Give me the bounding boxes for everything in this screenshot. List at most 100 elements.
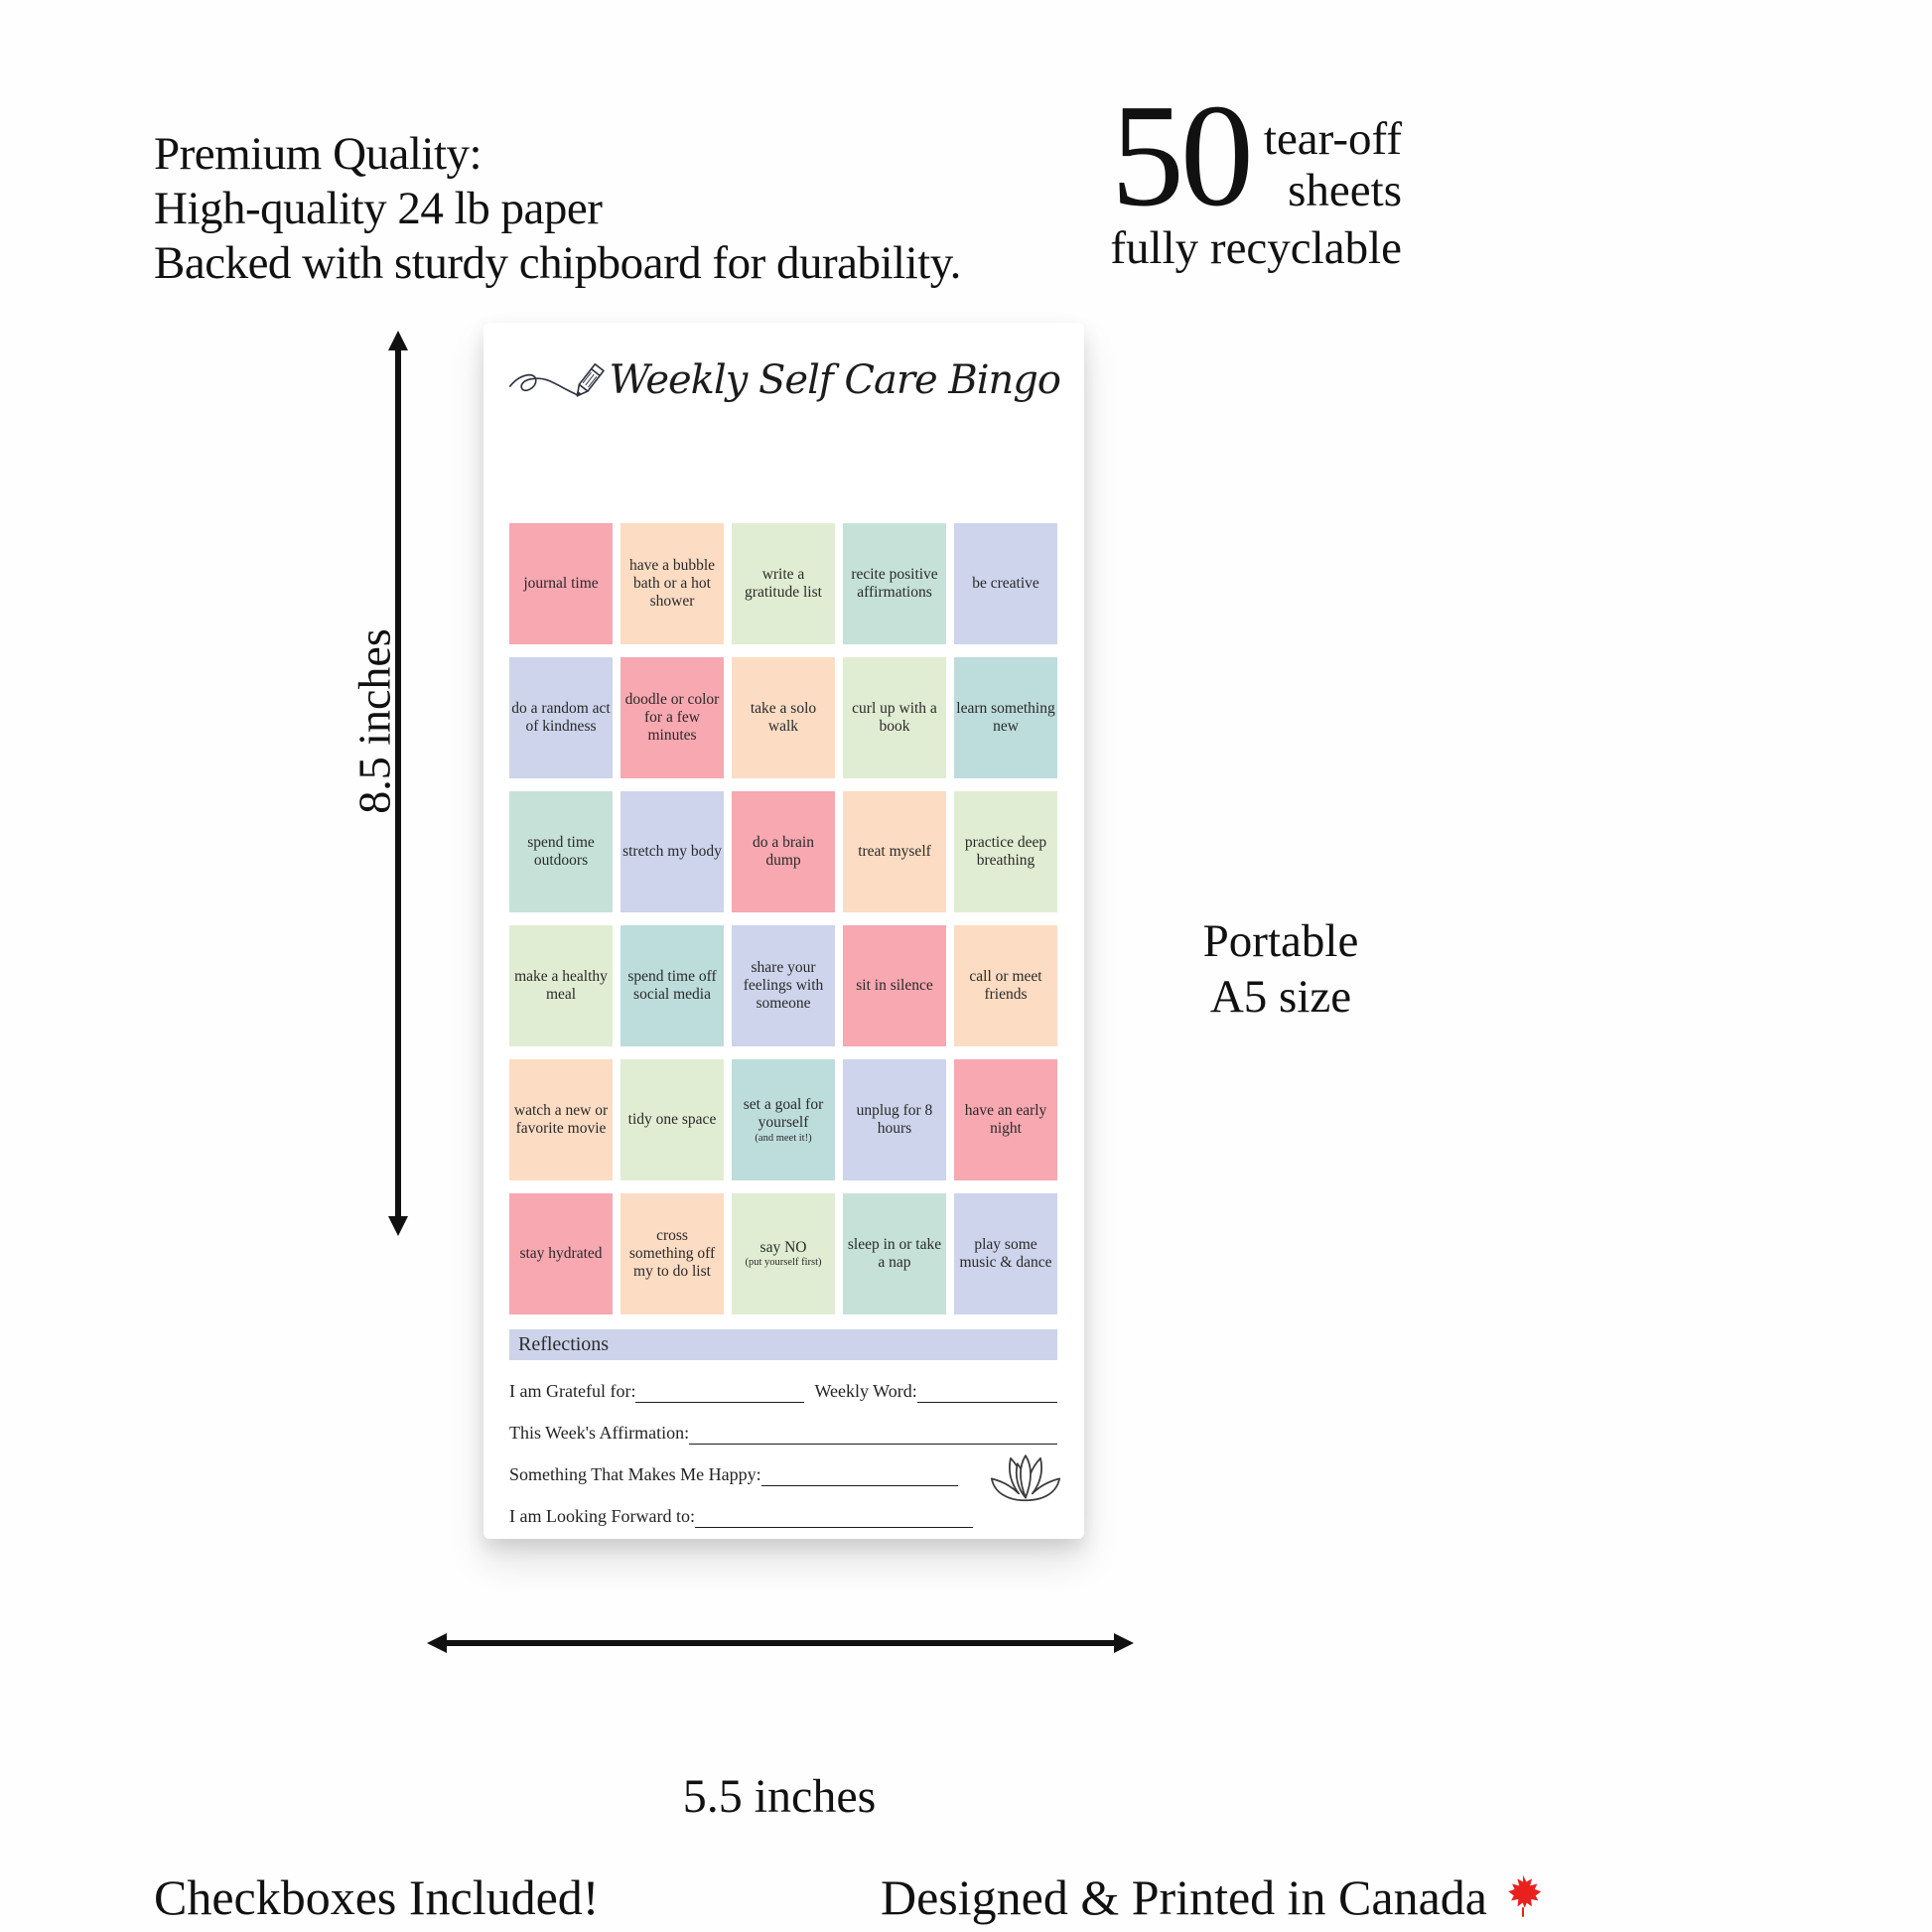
portable-line-1: Portable: [1202, 915, 1359, 967]
bingo-cell-label: sleep in or take a nap: [847, 1235, 942, 1271]
grateful-writing-line: [635, 1378, 805, 1403]
bingo-cell: sleep in or take a nap: [843, 1193, 946, 1314]
bingo-cell-label: be creative: [972, 574, 1039, 592]
vertical-dimension-arrow: [385, 331, 411, 1236]
happy-label: Something That Makes Me Happy:: [509, 1464, 761, 1484]
sheet-count: 50: [1110, 74, 1254, 237]
weekly-word-label: Weekly Word:: [814, 1381, 917, 1401]
bingo-cell-label: have an early night: [964, 1101, 1047, 1137]
bingo-cell-label: journal time: [523, 574, 599, 592]
grateful-label: I am Grateful for:: [509, 1381, 636, 1401]
weekly-word-writing-line: [916, 1378, 1057, 1403]
bingo-cell-label: write a gratitude list: [745, 565, 822, 601]
reflections-header-bar: Reflections: [509, 1329, 1057, 1360]
bingo-cell-label: make a healthy meal: [514, 967, 608, 1003]
bingo-cell: have a bubble bath or a hot shower: [621, 523, 724, 644]
premium-quality-text: Premium Quality: High-quality 24 lb pape…: [154, 127, 961, 291]
bingo-cell: play some music & dance: [954, 1193, 1057, 1314]
bingo-cell-label: recite positive affirmations: [851, 565, 938, 601]
bingo-cell-sub: (put yourself first): [745, 1257, 822, 1269]
bingo-cell: unplug for 8 hours: [843, 1059, 946, 1180]
bingo-cell: take a solo walk: [732, 657, 835, 778]
premium-line-2: High-quality 24 lb paper: [154, 183, 603, 234]
bingo-cell: make a healthy meal: [509, 925, 613, 1046]
bingo-cell: journal time: [509, 523, 613, 644]
height-dimension-label: 8.5 inches: [348, 628, 400, 814]
bingo-cell: do a brain dump: [732, 791, 835, 912]
made-in-canada-text: Designed & Printed in Canada: [881, 1869, 1487, 1925]
happy-writing-line: [760, 1461, 958, 1486]
bingo-cell: sit in silence: [843, 925, 946, 1046]
bingo-cell-label: stretch my body: [622, 842, 722, 860]
bingo-cell-label: play some music & dance: [959, 1235, 1052, 1271]
bingo-cell-label: doodle or color for a few minutes: [624, 690, 720, 745]
reflection-line-forward: I am Looking Forward to:: [509, 1486, 1057, 1528]
tear-off-label: tear-off: [1263, 113, 1402, 165]
bingo-cell: say NO (put yourself first): [732, 1193, 835, 1314]
bingo-cell-label: say NO: [759, 1239, 807, 1257]
bingo-cell-label: take a solo walk: [750, 699, 817, 735]
maple-leaf-icon: [1508, 1874, 1542, 1917]
bingo-cell: have an early night: [954, 1059, 1057, 1180]
reflection-line-affirmation: This Week's Affirmation:: [509, 1403, 1057, 1445]
bingo-cell: do a random act of kindness: [509, 657, 613, 778]
forward-label: I am Looking Forward to:: [509, 1506, 695, 1526]
bingo-cell: treat myself: [843, 791, 946, 912]
reflections-section: I am Grateful for: Weekly Word: This Wee…: [509, 1361, 1057, 1528]
bingo-grid: journal time have a bubble bath or a hot…: [509, 523, 1057, 1314]
bingo-cell-label: do a random act of kindness: [511, 699, 611, 735]
bingo-cell: curl up with a book: [843, 657, 946, 778]
bingo-cell: tidy one space: [621, 1059, 724, 1180]
affirmation-writing-line: [689, 1420, 1057, 1445]
double-arrow-vertical-icon: [388, 331, 408, 1236]
bingo-cell-label: set a goal for yourself: [743, 1095, 824, 1132]
horizontal-dimension-arrow: [427, 1630, 1134, 1656]
bingo-cell-label: learn something new: [956, 699, 1055, 735]
affirmation-label: This Week's Affirmation:: [509, 1423, 690, 1443]
made-in-canada-label: Designed & Printed in Canada: [881, 1868, 1545, 1926]
bingo-cell-label: share your feelings with someone: [743, 958, 824, 1013]
card-title: Weekly Self Care Bingo: [609, 357, 1061, 403]
recyclable-label: fully recyclable: [1110, 222, 1402, 274]
pencil-doodle-icon: [508, 362, 605, 397]
bingo-card: Weekly Self Care Bingo journal time have…: [483, 323, 1084, 1539]
bingo-cell: stretch my body: [621, 791, 724, 912]
bingo-cell-sub: (and meet it!): [755, 1132, 812, 1144]
reflection-line-grateful: I am Grateful for: Weekly Word:: [509, 1361, 1057, 1403]
bingo-cell-label: tidy one space: [627, 1110, 717, 1128]
double-arrow-horizontal-icon: [427, 1633, 1134, 1653]
bingo-cell: spend time outdoors: [509, 791, 613, 912]
bingo-cell: practice deep breathing: [954, 791, 1057, 912]
lotus-icon: [985, 1443, 1066, 1512]
bingo-cell-label: watch a new or favorite movie: [513, 1101, 609, 1137]
bingo-cell-label: stay hydrated: [519, 1244, 603, 1262]
portable-size-label: Portable A5 size: [1172, 913, 1390, 1025]
bingo-cell-label: spend time outdoors: [527, 833, 595, 869]
bingo-cell: stay hydrated: [509, 1193, 613, 1314]
bingo-cell-label: treat myself: [858, 842, 931, 860]
bingo-cell: doodle or color for a few minutes: [621, 657, 724, 778]
forward-writing-line: [694, 1503, 973, 1528]
bingo-cell-label: spend time off social media: [627, 967, 717, 1003]
bingo-cell: cross something off my to do list: [621, 1193, 724, 1314]
bingo-cell-label: sit in silence: [856, 976, 933, 994]
reflection-line-happy: Something That Makes Me Happy:: [509, 1445, 1057, 1486]
sheets-label: sheets: [1288, 165, 1402, 216]
bingo-cell: watch a new or favorite movie: [509, 1059, 613, 1180]
width-dimension-label: 5.5 inches: [682, 1770, 877, 1823]
bingo-cell-label: unplug for 8 hours: [856, 1101, 933, 1137]
bingo-cell: set a goal for yourself (and meet it!): [732, 1059, 835, 1180]
bingo-cell: spend time off social media: [621, 925, 724, 1046]
sheet-count-badge: 50 tear-off sheets fully recyclable: [1110, 74, 1402, 274]
bingo-cell-label: curl up with a book: [852, 699, 937, 735]
premium-line-1: Premium Quality:: [154, 128, 483, 180]
bingo-cell: learn something new: [954, 657, 1057, 778]
bingo-cell: recite positive affirmations: [843, 523, 946, 644]
bingo-cell-label: cross something off my to do list: [628, 1226, 716, 1281]
premium-line-3: Backed with sturdy chipboard for durabil…: [154, 237, 961, 289]
bingo-cell-label: have a bubble bath or a hot shower: [628, 556, 716, 611]
checkboxes-included-label: Checkboxes Included!: [154, 1869, 600, 1925]
bingo-cell: be creative: [954, 523, 1057, 644]
bingo-cell-label: do a brain dump: [753, 833, 814, 869]
bingo-cell-label: practice deep breathing: [964, 833, 1047, 869]
